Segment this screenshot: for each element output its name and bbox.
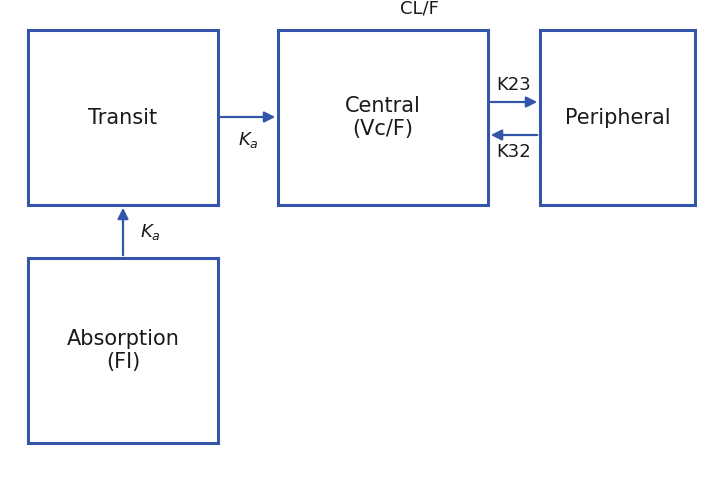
Text: K32: K32 xyxy=(497,143,531,161)
Text: Transit: Transit xyxy=(88,108,157,128)
Bar xyxy=(28,258,218,443)
Bar xyxy=(540,30,695,205)
Text: CL/F: CL/F xyxy=(400,0,439,17)
Bar xyxy=(278,30,488,205)
Text: Peripheral: Peripheral xyxy=(565,108,670,128)
Text: Absorption
(FI): Absorption (FI) xyxy=(66,329,179,372)
Text: $\mathit{K_a}$: $\mathit{K_a}$ xyxy=(140,222,161,242)
Text: $\mathit{K_a}$: $\mathit{K_a}$ xyxy=(238,130,258,150)
Text: Central
(Vc/F): Central (Vc/F) xyxy=(345,96,421,139)
Text: K23: K23 xyxy=(497,76,531,94)
Bar xyxy=(28,30,218,205)
